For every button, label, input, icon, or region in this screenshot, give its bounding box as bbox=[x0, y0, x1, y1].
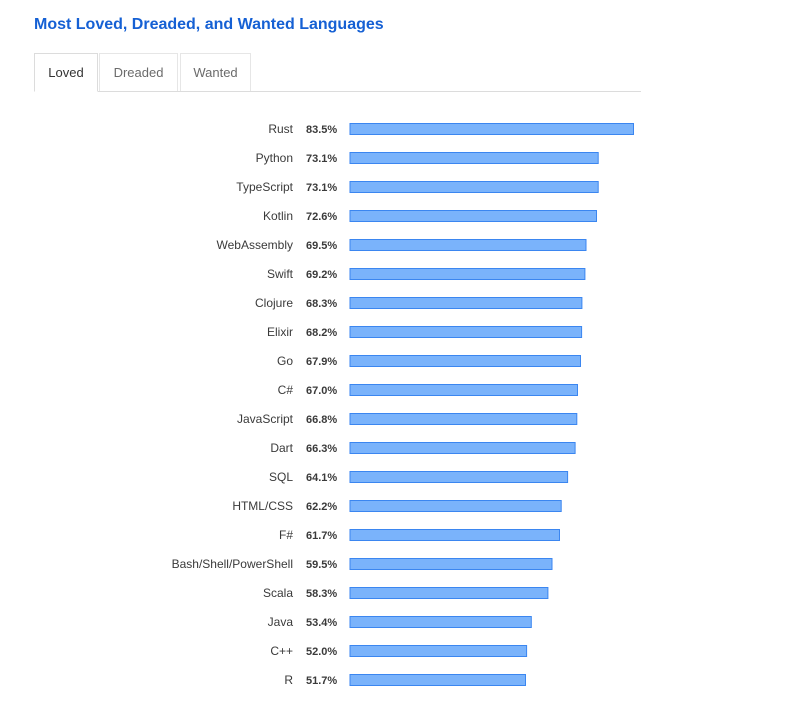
category-label: R bbox=[284, 673, 293, 687]
category-label: Go bbox=[277, 354, 293, 368]
value-label: 67.9% bbox=[306, 356, 337, 368]
value-label: 69.5% bbox=[306, 240, 337, 252]
value-label: 73.1% bbox=[306, 153, 337, 165]
value-label: 68.2% bbox=[306, 327, 337, 339]
value-label: 66.8% bbox=[306, 414, 337, 426]
value-label: 73.1% bbox=[306, 182, 337, 194]
bar[interactable] bbox=[349, 674, 526, 686]
value-label: 72.6% bbox=[306, 211, 337, 223]
category-label: Python bbox=[256, 151, 293, 165]
category-label: HTML/CSS bbox=[232, 499, 293, 513]
category-label: Kotlin bbox=[263, 209, 293, 223]
bar[interactable] bbox=[349, 123, 634, 135]
category-label: C++ bbox=[270, 644, 293, 658]
bar[interactable] bbox=[349, 471, 569, 483]
bar[interactable] bbox=[349, 384, 578, 396]
bar[interactable] bbox=[349, 355, 581, 367]
category-label: SQL bbox=[269, 470, 293, 484]
category-label: Elixir bbox=[267, 325, 293, 339]
tab-wanted[interactable]: Wanted bbox=[180, 53, 251, 91]
category-label: F# bbox=[279, 528, 293, 542]
category-label: C# bbox=[278, 383, 294, 397]
value-label: 64.1% bbox=[306, 472, 337, 484]
value-label: 61.7% bbox=[306, 530, 337, 542]
bar[interactable] bbox=[349, 587, 549, 599]
bar-chart: Rust 83.5% Python 73.1% TypeScript 73.1% Kotli… bbox=[0, 110, 800, 699]
category-label: Scala bbox=[263, 586, 293, 600]
category-label: WebAssembly bbox=[217, 238, 293, 252]
category-label: JavaScript bbox=[237, 412, 294, 426]
bar[interactable] bbox=[349, 645, 528, 657]
category-label: Dart bbox=[270, 441, 293, 455]
tab-dreaded[interactable]: Dreaded bbox=[99, 53, 178, 91]
category-label: Swift bbox=[267, 267, 294, 281]
category-label: Java bbox=[268, 615, 294, 629]
bar[interactable] bbox=[349, 500, 562, 512]
category-label: Rust bbox=[268, 122, 293, 136]
bar[interactable] bbox=[349, 268, 586, 280]
category-label: Bash/Shell/PowerShell bbox=[172, 557, 293, 571]
bar[interactable] bbox=[349, 326, 583, 338]
category-label: TypeScript bbox=[236, 180, 293, 194]
value-label: 52.0% bbox=[306, 646, 337, 658]
tab-bar: Loved Dreaded Wanted bbox=[34, 53, 641, 92]
value-label: 62.2% bbox=[306, 501, 337, 513]
bar[interactable] bbox=[349, 558, 553, 570]
value-label: 83.5% bbox=[306, 124, 337, 136]
value-label: 69.2% bbox=[306, 269, 337, 281]
bar[interactable] bbox=[349, 152, 599, 164]
bar[interactable] bbox=[349, 529, 560, 541]
bar[interactable] bbox=[349, 181, 599, 193]
value-label: 68.3% bbox=[306, 298, 337, 310]
value-label: 58.3% bbox=[306, 588, 337, 600]
bar[interactable] bbox=[349, 210, 597, 222]
bar[interactable] bbox=[349, 616, 532, 628]
bar[interactable] bbox=[349, 239, 587, 251]
tab-loved[interactable]: Loved bbox=[34, 53, 98, 92]
value-label: 59.5% bbox=[306, 559, 337, 571]
value-label: 51.7% bbox=[306, 675, 337, 687]
value-label: 66.3% bbox=[306, 443, 337, 455]
value-label: 53.4% bbox=[306, 617, 337, 629]
page-title: Most Loved, Dreaded, and Wanted Language… bbox=[34, 16, 384, 33]
bar[interactable] bbox=[349, 297, 583, 309]
bar[interactable] bbox=[349, 442, 576, 454]
bar[interactable] bbox=[349, 413, 578, 425]
category-label: Clojure bbox=[255, 296, 293, 310]
chart-svg: Rust 83.5% Python 73.1% TypeScript 73.1% Kotli… bbox=[172, 122, 634, 687]
value-label: 67.0% bbox=[306, 385, 337, 397]
